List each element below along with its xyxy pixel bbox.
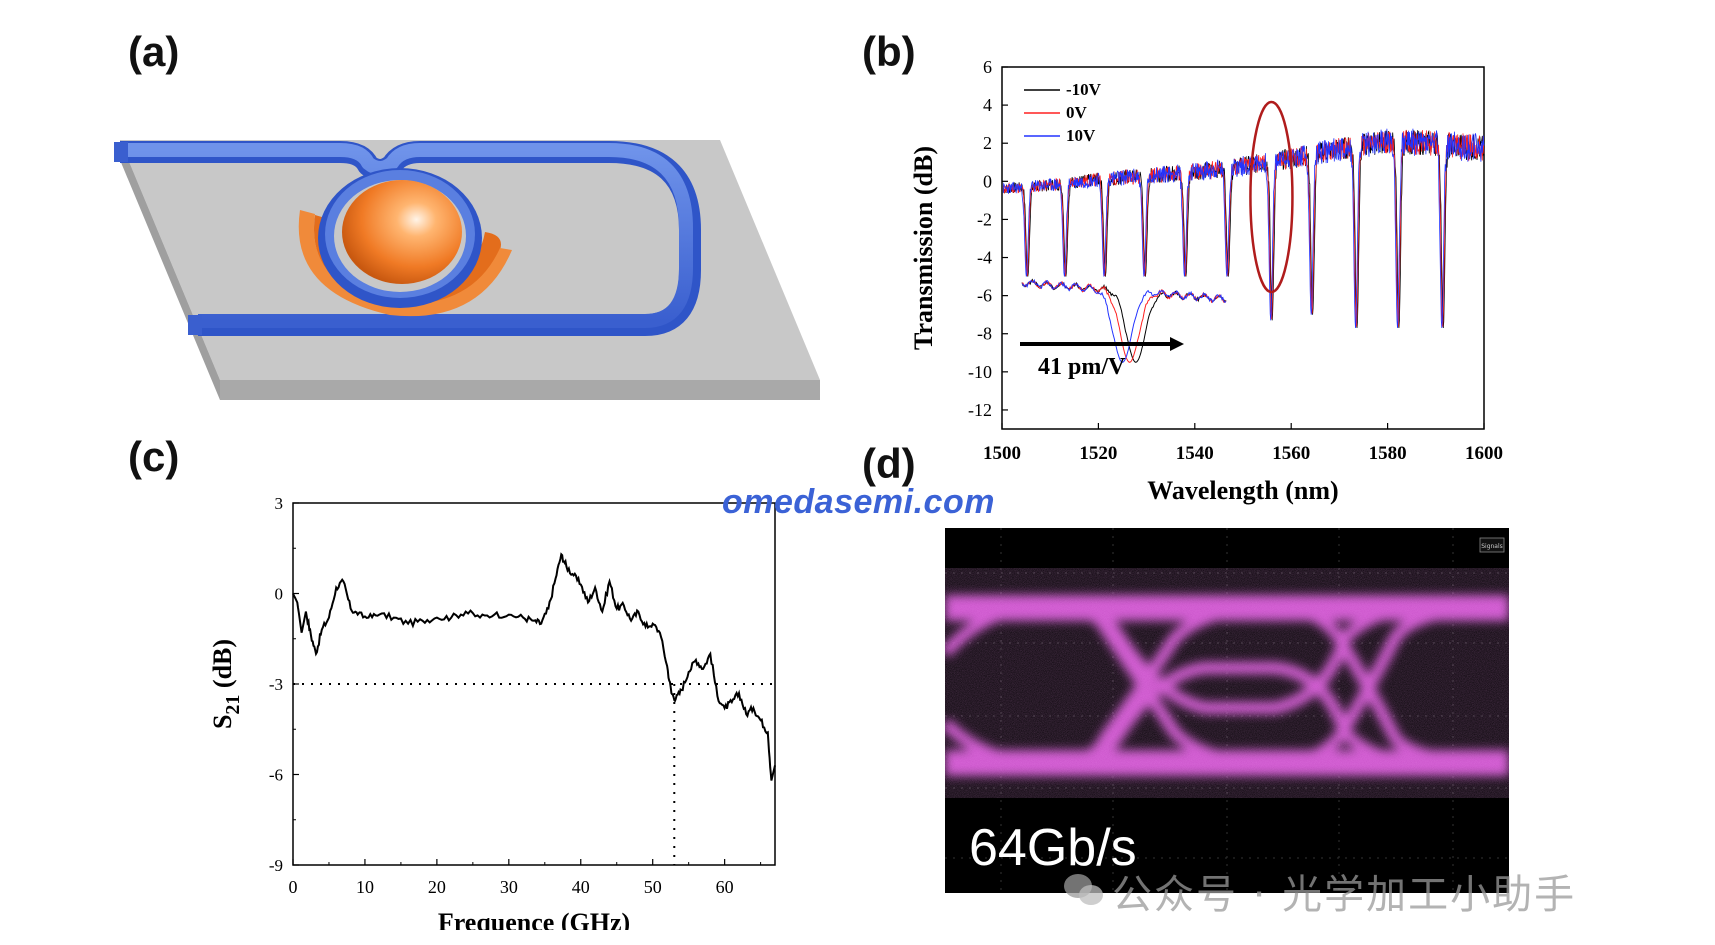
panel-label-d: (d) [862,440,916,487]
scope-tag: Signals [1481,543,1503,550]
transmission-chart: 1500 1520 1540 1560 1580 1600 6 4 2 0 -2 -4 -6 -8 -10 -… [909,57,1503,505]
orange-disk [342,180,462,284]
wechat-logo-icon [1064,874,1103,905]
y-tick-label: 0 [275,585,284,604]
panel-label-b: (b) [862,28,916,75]
x-tick-label: 30 [500,877,518,897]
watermark-url: omedasemi.com [722,483,995,521]
y-tick-label: 0 [983,171,992,191]
panel-label-a: (a) [128,28,180,75]
y-tick-label: -6 [977,286,992,306]
inset-annotation: 41 pm/V [1038,354,1126,380]
x-axis-title: Wavelength (nm) [1147,476,1338,505]
y-tick-label: 2 [983,133,992,153]
x-tick-label: 1580 [1369,443,1407,464]
x-tick-label: 10 [356,877,374,897]
x-tick-label: 60 [716,877,734,897]
panel-label-c: (c) [128,433,180,480]
bit-rate-label: 64Gb/s [969,819,1137,877]
y-tick-label: -10 [968,362,992,382]
x-axis-title: Frequence (GHz) [438,908,630,930]
y-tick-label: -4 [977,248,992,268]
y-tick-label: -9 [269,856,283,875]
legend-label: -10V [1066,80,1102,99]
x-tick-label: 1520 [1079,443,1117,464]
watermark-wechat: 公众号 · 光学加工小助手 [1112,872,1577,918]
y-tick-label: -3 [269,675,283,694]
y-tick-label: 3 [275,494,284,513]
y-tick-label: -12 [968,400,992,420]
eye-diagram: Signals 64Gb/s [945,528,1509,893]
plot-frame [1001,66,1485,430]
y-tick-label: -8 [977,324,992,344]
s21-curve [292,552,776,781]
x-tick-label: 40 [572,877,590,897]
highlight-ellipse [1249,100,1294,294]
y-axis-title: S21 (dB) [208,639,244,729]
x-tick-label: 20 [428,877,446,897]
x-tick-label: 1560 [1272,443,1310,464]
device-schematic [114,140,820,400]
bus-waveguide [114,140,701,336]
y-axis-title: Transmission (dB) [909,146,938,350]
y-tick-label: 6 [983,57,992,77]
scope-grid [945,528,1509,893]
inset-series-10v [1021,278,1227,363]
series-10v [1002,128,1485,329]
x-tick-label: 1500 [983,443,1021,464]
shift-arrow-head [1170,337,1184,351]
x-tick-label: 50 [644,877,662,897]
legend-label: 0V [1066,103,1088,122]
x-tick-label: 1600 [1465,443,1503,464]
legend-label: 10V [1066,126,1096,145]
y-tick-label: -2 [977,209,992,229]
y-tick-label: -6 [269,766,283,785]
scope-tag-box [1479,537,1505,553]
x-tick-label: 0 [289,877,298,897]
x-tick-label: 1540 [1176,443,1214,464]
y-tick-label: 4 [983,95,992,115]
